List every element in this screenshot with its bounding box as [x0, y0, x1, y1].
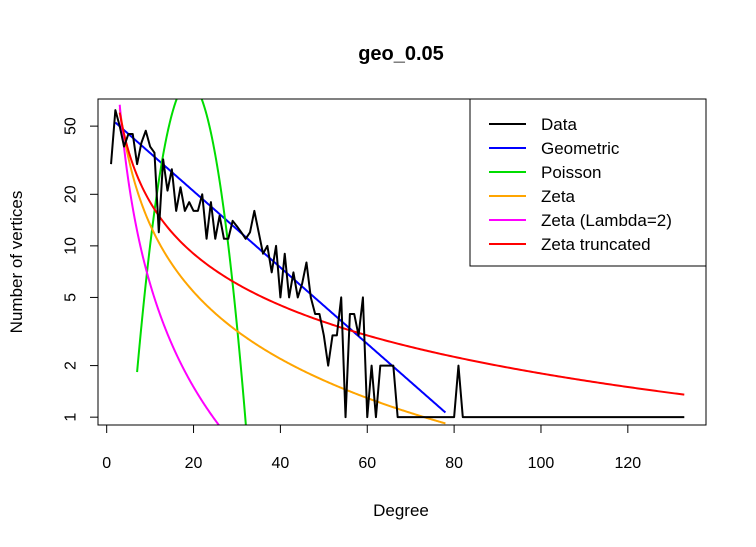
- y-tick-label: 2: [63, 361, 80, 370]
- y-axis: 1 2 5 10 20 50: [63, 117, 99, 422]
- y-tick-label: 20: [63, 185, 80, 203]
- legend-label-zeta-truncated: Zeta truncated: [541, 235, 651, 254]
- x-tick-label: 100: [528, 455, 555, 472]
- x-tick-label: 60: [358, 455, 376, 472]
- legend-box: [469, 98, 707, 267]
- legend: Data Geometric Poisson Zeta Zeta (Lambda=2) Z…: [469, 98, 707, 267]
- series-line-zeta-lambda-2-: [118, 104, 221, 425]
- x-tick-label: 120: [614, 455, 641, 472]
- series-line-zeta-truncated: [118, 112, 685, 396]
- y-axis-label: Number of vertices: [7, 191, 26, 334]
- chart-title: geo_0.05: [358, 43, 444, 65]
- y-tick-label: 1: [63, 413, 80, 422]
- series-line-geometric: [114, 121, 447, 414]
- x-tick-label: 40: [272, 455, 290, 472]
- legend-label-poisson: Poisson: [541, 163, 601, 182]
- x-axis-label: Degree: [373, 501, 429, 520]
- y-tick-label: 50: [63, 117, 80, 135]
- y-tick-label: 10: [63, 237, 80, 255]
- plot-area: [110, 99, 685, 425]
- x-tick-label: 20: [185, 455, 203, 472]
- legend-label-zeta: Zeta: [541, 187, 576, 206]
- series-line-data: [110, 109, 685, 419]
- legend-label-geometric: Geometric: [541, 139, 620, 158]
- y-tick-label: 5: [63, 293, 80, 302]
- x-tick-label: 0: [102, 455, 111, 472]
- x-axis: 0 20 40 60 80 100 120: [102, 424, 641, 472]
- legend-label-zeta-lambda-2-: Zeta (Lambda=2): [541, 211, 672, 230]
- x-tick-label: 80: [445, 455, 463, 472]
- series-line-zeta: [118, 108, 446, 425]
- legend-label-data: Data: [541, 115, 577, 134]
